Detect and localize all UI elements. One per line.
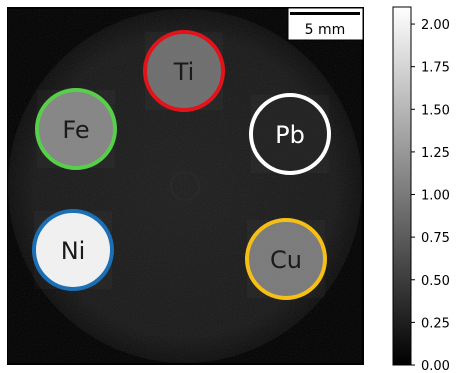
sample-fe: Fe — [35, 88, 117, 170]
scale-bar: 5 mm — [287, 7, 364, 41]
sample-pb: Pb — [249, 93, 331, 175]
sample-cu: Cu — [245, 218, 327, 300]
colorbar-tick-label: 1.75 — [421, 61, 450, 76]
colorbar-tick-label: 0.50 — [421, 274, 450, 289]
sample-label-fe: Fe — [62, 116, 89, 144]
sample-outline-fe — [35, 88, 117, 170]
colorbar-tick-label: 1.50 — [421, 103, 450, 118]
sample-texture-cu — [247, 220, 325, 298]
sample-label-ti: Ti — [173, 58, 195, 86]
sample-outline-pb — [249, 93, 331, 175]
colorbar-tick-label: 2.00 — [421, 18, 450, 33]
ring-artifact — [170, 171, 200, 201]
sample-outline-ti — [143, 30, 225, 112]
sample-texture-ti — [145, 32, 223, 110]
sample-texture-pb — [251, 95, 329, 173]
colorbar-tick-label: 1.00 — [421, 189, 450, 204]
sample-label-pb: Pb — [275, 121, 305, 149]
scale-bar-line — [290, 12, 360, 15]
colorbar: 0.00 0.25 0.50 0.75 1.00 1.25 1.50 1.75 2.00 — [392, 6, 450, 373]
sample-texture-fe — [37, 90, 115, 168]
sample-ni: Ni — [32, 209, 114, 291]
image-panel: Ti Fe Pb Ni Cu — [7, 7, 364, 365]
colorbar-tick-label: 0.00 — [421, 359, 450, 373]
colorbar-ticks: 0.00 0.25 0.50 0.75 1.00 1.25 1.50 1.75 2.00 — [411, 18, 450, 373]
sample-outline-ni — [32, 209, 114, 291]
sample-label-ni: Ni — [61, 237, 86, 265]
colorbar-tick-label: 0.75 — [421, 231, 450, 246]
colorbar-tick-label: 1.25 — [421, 146, 450, 161]
scale-bar-label: 5 mm — [305, 22, 346, 38]
sample-texture-ni — [34, 211, 112, 289]
colorbar-gradient — [392, 6, 412, 366]
sample-label-cu: Cu — [270, 246, 302, 274]
sample-ti: Ti — [143, 30, 225, 112]
samples-layer: Ti Fe Pb Ni Cu — [32, 30, 331, 300]
sample-outline-cu — [245, 218, 327, 300]
colorbar-tick-label: 0.25 — [421, 316, 450, 331]
